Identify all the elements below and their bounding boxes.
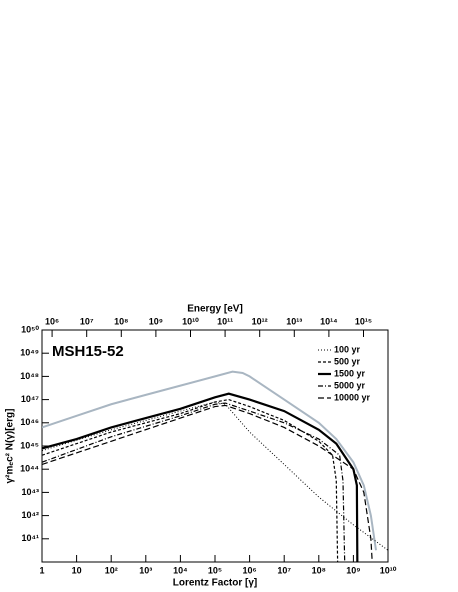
x-tick-label: 10⁴ <box>173 565 187 575</box>
top-axis-title: Energy [eV] <box>187 304 243 315</box>
x-tick-label: 10⁸ <box>312 565 326 575</box>
series-line <box>42 370 377 551</box>
y-tick-label: 10⁴⁴ <box>20 464 39 474</box>
x-tick-label: 10 <box>72 565 82 575</box>
legend-label: 1500 yr <box>334 368 366 378</box>
top-tick-label: 10¹³ <box>286 316 302 326</box>
y-tick-label: 10⁵⁰ <box>21 324 39 334</box>
top-tick-label: 10¹² <box>252 316 268 326</box>
series-line <box>42 402 346 562</box>
top-tick-label: 10¹⁴ <box>320 316 337 326</box>
series-line <box>42 398 339 562</box>
y-tick-label: 10⁴⁵ <box>20 440 39 450</box>
y-tick-label: 10⁴⁹ <box>20 348 39 358</box>
top-tick-label: 10¹⁵ <box>355 316 372 326</box>
series-line <box>42 404 373 562</box>
top-tick-label: 10¹¹ <box>217 316 233 326</box>
top-tick-label: 10⁷ <box>80 316 94 326</box>
y-tick-label: 10⁴² <box>22 510 39 520</box>
top-tick-label: 10⁶ <box>45 316 59 326</box>
annotation: MSH15-52 <box>52 343 124 360</box>
x-tick-label: 10¹⁰ <box>380 565 397 575</box>
x-tick-label: 10⁵ <box>208 565 222 575</box>
legend-label: 100 yr <box>334 344 361 354</box>
x-tick-label: 10⁹ <box>346 565 360 575</box>
series-line <box>42 401 388 551</box>
x-tick-label: 10⁶ <box>243 565 257 575</box>
y-tick-label: 10⁴³ <box>22 487 39 497</box>
x-tick-label: 10² <box>105 565 118 575</box>
series-line <box>42 392 359 562</box>
y-axis-title: γ²mₑc² N(γ)[erg] <box>5 409 16 484</box>
x-axis-title: Lorentz Factor [γ] <box>173 578 257 589</box>
x-tick-label: 10⁷ <box>277 565 291 575</box>
x-tick-label: 1 <box>39 565 44 575</box>
y-tick-label: 10⁴⁶ <box>20 417 39 427</box>
y-tick-label: 10⁴¹ <box>22 533 39 543</box>
y-tick-label: 10⁴⁷ <box>21 394 39 404</box>
legend-label: 10000 yr <box>334 392 371 402</box>
y-tick-label: 10⁴⁸ <box>20 371 39 381</box>
legend-label: 500 yr <box>334 356 361 366</box>
x-tick-label: 10³ <box>139 565 152 575</box>
top-tick-label: 10⁹ <box>149 316 163 326</box>
top-tick-label: 10¹⁰ <box>182 316 199 326</box>
legend-label: 5000 yr <box>334 380 366 390</box>
top-tick-label: 10⁸ <box>114 316 128 326</box>
